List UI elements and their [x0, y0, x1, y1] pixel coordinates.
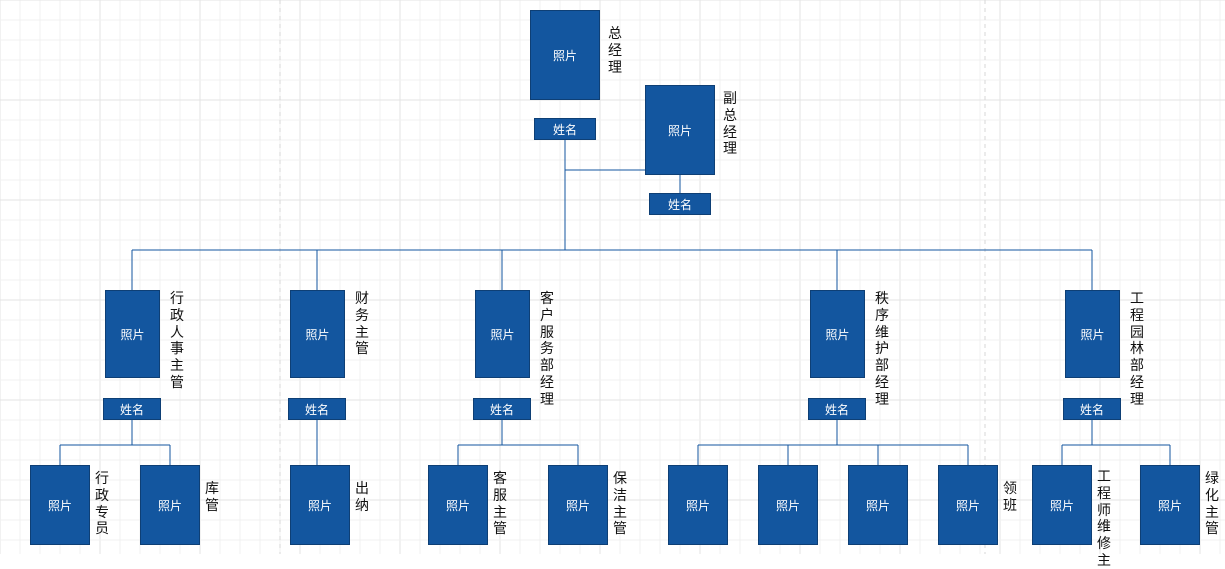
name-box-sec: 姓名 — [808, 398, 866, 420]
photo-box-en2: 照片 — [1140, 465, 1200, 545]
photo-box-cs: 照片 — [475, 290, 530, 378]
title-en2: 绿化主管 — [1205, 470, 1219, 537]
title-hr1: 行政专员 — [95, 470, 109, 537]
title-gm: 总经理 — [608, 25, 622, 75]
photo-box-cs1: 照片 — [428, 465, 488, 545]
photo-box-en1: 照片 — [1032, 465, 1092, 545]
title-fn1: 出纳 — [355, 480, 369, 514]
name-box-vgm: 姓名 — [649, 193, 711, 215]
title-cs1: 客服主管 — [493, 470, 507, 537]
name-box-fin: 姓名 — [288, 398, 346, 420]
photo-box-vgm: 照片 — [645, 85, 715, 175]
photo-box-hr2: 照片 — [140, 465, 200, 545]
title-sc4: 领班 — [1003, 480, 1017, 514]
name-box-hr: 姓名 — [103, 398, 161, 420]
title-cs: 客户服务部经理 — [540, 290, 554, 408]
title-eng: 工程园林部经理 — [1130, 290, 1144, 408]
photo-box-hr: 照片 — [105, 290, 160, 378]
photo-box-sc1: 照片 — [668, 465, 728, 545]
photo-box-sc4: 照片 — [938, 465, 998, 545]
photo-box-eng: 照片 — [1065, 290, 1120, 378]
photo-box-hr1: 照片 — [30, 465, 90, 545]
photo-box-cs2: 照片 — [548, 465, 608, 545]
photo-box-fn1: 照片 — [290, 465, 350, 545]
name-box-cs: 姓名 — [473, 398, 531, 420]
photo-box-sc3: 照片 — [848, 465, 908, 545]
photo-box-sc2: 照片 — [758, 465, 818, 545]
title-hr2: 库管 — [205, 480, 219, 514]
title-vgm: 副总经理 — [723, 90, 737, 157]
title-cs2: 保洁主管 — [613, 470, 627, 537]
title-sec: 秩序维护部经理 — [875, 290, 889, 408]
photo-box-fin: 照片 — [290, 290, 345, 378]
name-box-gm: 姓名 — [534, 118, 596, 140]
title-hr: 行政人事主管 — [170, 290, 184, 391]
photo-box-sec: 照片 — [810, 290, 865, 378]
name-box-eng: 姓名 — [1063, 398, 1121, 420]
photo-box-gm: 照片 — [530, 10, 600, 100]
title-fin: 财务主管 — [355, 290, 369, 357]
